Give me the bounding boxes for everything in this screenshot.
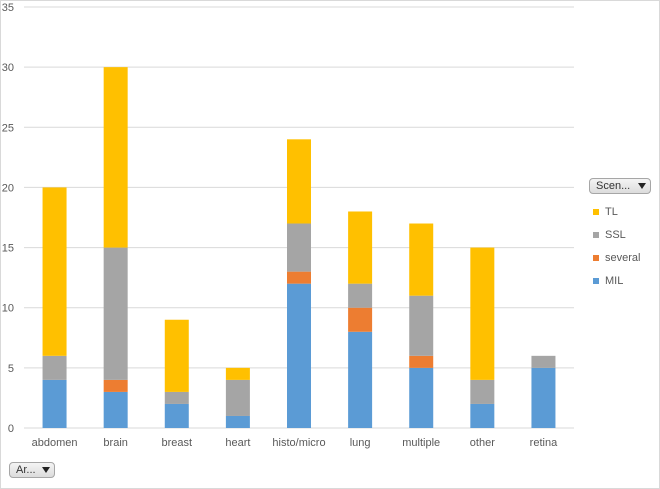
legend-swatch [593,254,599,261]
bar-segment [42,355,67,380]
legend-item: MIL [593,269,640,292]
legend-swatch [593,208,599,215]
y-tick-label: 15 [2,243,14,255]
bar-segment [42,379,67,428]
bar-segment [103,247,128,380]
bar-segment [409,355,434,368]
legend-item: SSL [593,223,640,246]
bar-segment [225,379,250,416]
bar-segment [348,331,373,428]
bar-segment [103,391,128,428]
bar-segment [409,367,434,428]
x-tick-label: other [470,437,495,449]
legend-item: several [593,246,640,269]
bar-segment [531,355,556,368]
y-tick-label: 35 [2,2,14,14]
y-tick-label: 5 [8,363,14,375]
bar-segment [164,319,189,392]
legend-swatch [593,277,599,284]
bar-segment [164,391,189,404]
bar-segment [287,139,311,224]
y-axis-tick-labels: 0 5 10 15 20 25 30 35 [2,2,14,435]
x-axis-tick-labels: abdomen brain breast heart histo/micro lung mu… [32,437,558,449]
bar-segment [42,187,67,356]
bar-segment [409,223,434,296]
bar-segment [348,211,373,284]
bar-segment [470,379,495,404]
scenario-filter-button[interactable]: Scen... [589,178,651,194]
x-tick-label: abdomen [32,437,78,449]
bar-segment [348,283,373,308]
y-tick-label: 30 [2,62,14,74]
bar-segment [470,403,495,428]
bar-segment [103,379,128,392]
x-tick-label: histo/micro [272,437,325,449]
bar-segment [103,67,128,248]
legend-item: TL [593,200,640,223]
legend-label: SSL [605,228,626,241]
x-tick-label: multiple [402,437,440,449]
x-tick-label: retina [530,437,558,449]
legend-label: several [605,251,641,264]
legend: TL SSL several MIL [593,200,640,292]
bar-segment [348,307,373,332]
bars [42,67,556,428]
y-tick-label: 25 [2,122,14,134]
y-tick-label: 0 [8,423,14,435]
y-tick-label: 20 [2,182,14,194]
legend-label: TL [605,205,618,218]
x-tick-label: heart [225,437,250,449]
chevron-down-icon [42,467,50,473]
bar-segment [164,403,189,428]
scenario-filter-label: Scen... [596,180,631,192]
bar-segment [531,367,556,428]
area-filter-label: Ar... [16,464,36,476]
legend-swatch [593,231,599,238]
x-tick-label: brain [103,437,127,449]
bar-segment [409,295,434,356]
x-tick-label: breast [161,437,192,449]
legend-label: MIL [605,274,624,287]
y-tick-label: 10 [2,303,14,315]
bar-segment [225,415,250,428]
area-filter-button[interactable]: Ar... [9,462,55,478]
bar-segment [225,367,250,380]
bar-segment [287,271,311,284]
x-tick-label: lung [350,437,371,449]
chevron-down-icon [638,183,646,189]
bar-segment [287,283,311,428]
bar-segment [287,223,311,272]
bar-segment [470,247,495,380]
